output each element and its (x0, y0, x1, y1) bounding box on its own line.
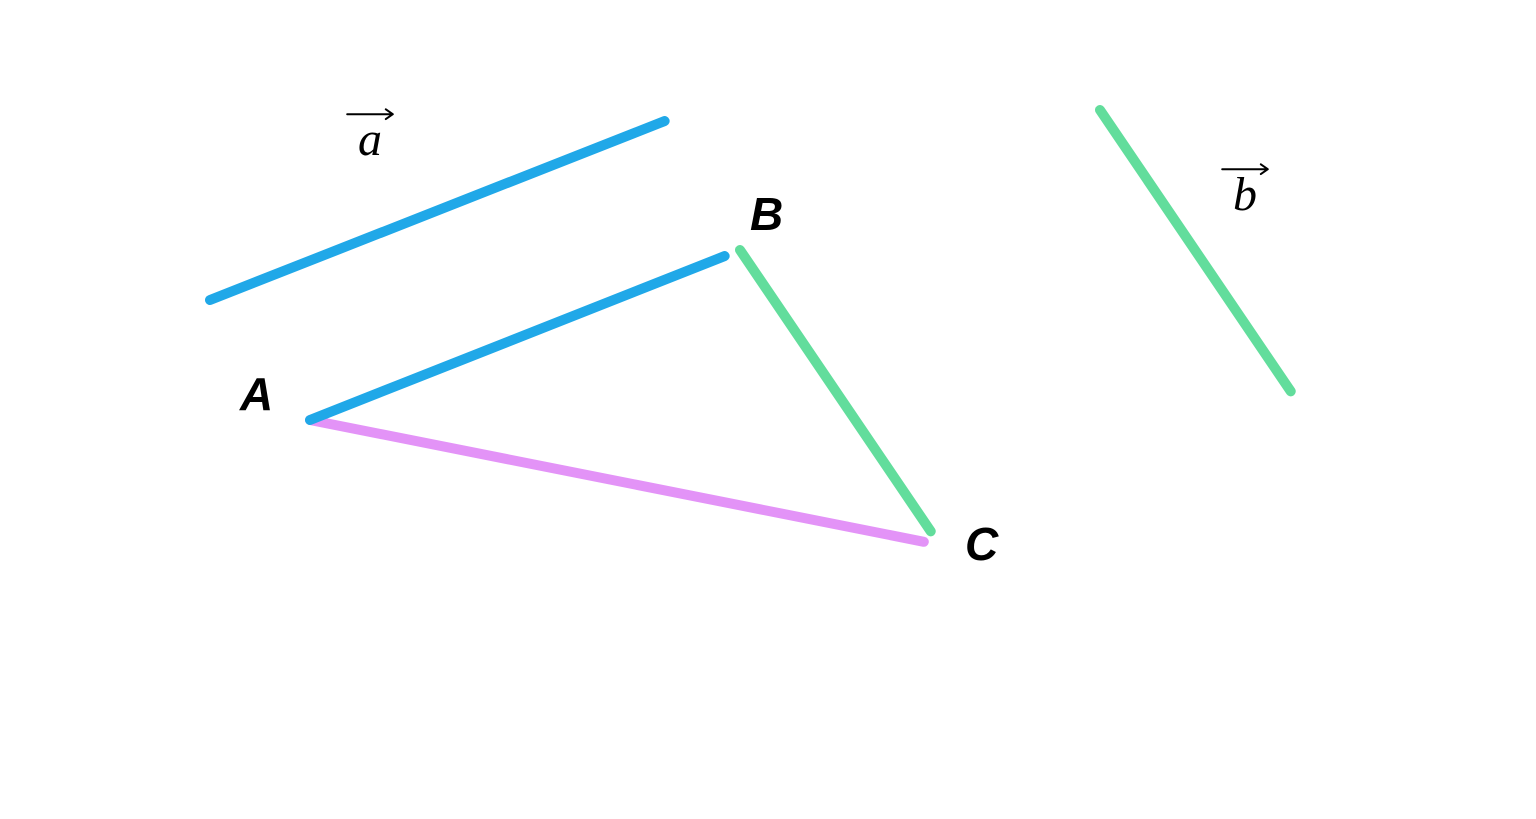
vector-AC (310, 420, 924, 542)
point-label-A: A (239, 368, 273, 420)
svg-text:b: b (1233, 168, 1257, 221)
point-label-C: C (965, 518, 999, 570)
vector-label-a: a (347, 109, 393, 166)
vector-a (210, 121, 665, 300)
vector-AB (310, 256, 725, 420)
vector-b (1100, 110, 1291, 391)
svg-text:a: a (358, 113, 382, 166)
vector-diagram: A B Ca b (0, 0, 1536, 819)
point-label-B: B (750, 188, 783, 240)
vector-label-b: b (1222, 164, 1268, 221)
vector-BC (740, 250, 931, 531)
